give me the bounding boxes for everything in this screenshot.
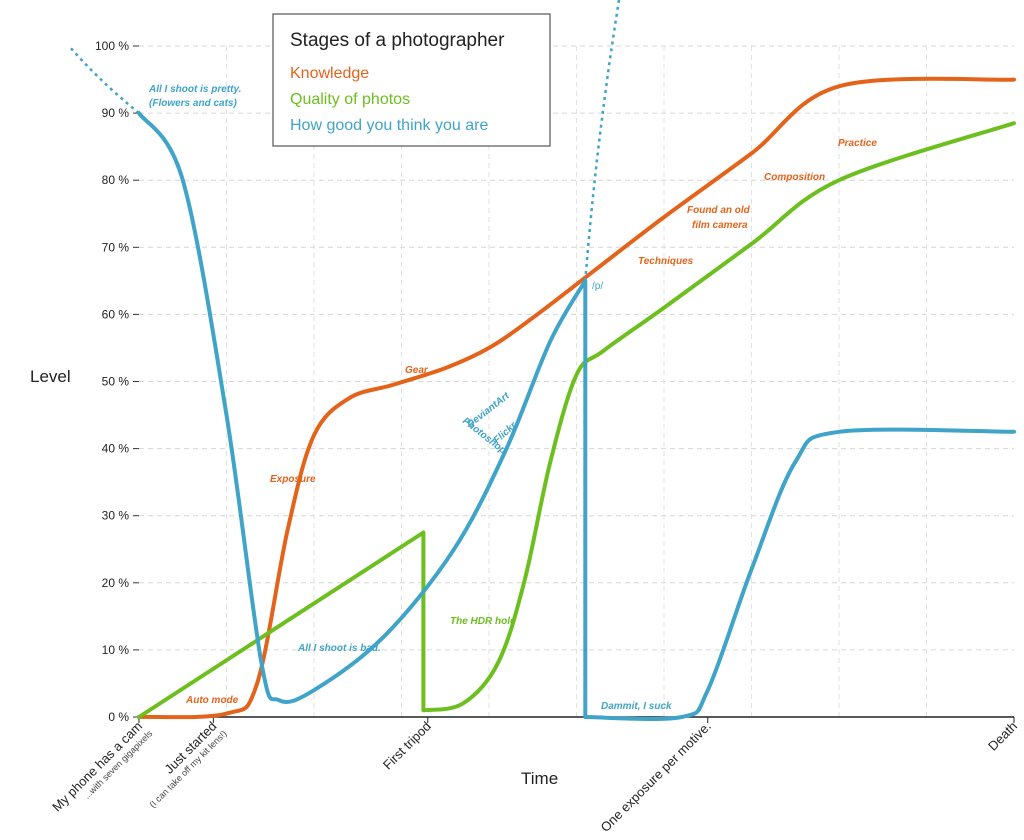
y-tick-label: 50 %: [102, 375, 130, 389]
series-quality: [137, 121, 1016, 719]
x-tick-label: Death: [985, 719, 1020, 754]
annotation-practice: Practice: [838, 138, 877, 149]
y-tick-label: 30 %: [102, 509, 130, 523]
y-tick-label: 90 %: [102, 106, 130, 120]
annotation-p: /p/: [592, 281, 603, 292]
series-lines: [68, 0, 1016, 721]
x-tick-label: One exposure per motive.: [597, 719, 713, 835]
annotation-flowers-cats: (Flowers and cats): [149, 98, 237, 109]
x-axis-title: Time: [521, 769, 558, 788]
x-tick-label: My phone has a cam: [49, 719, 145, 815]
x-tick-group: Death: [985, 719, 1020, 754]
y-tick-label: 0 %: [108, 710, 129, 724]
annotation-techniques: Techniques: [638, 256, 694, 267]
legend-quality: Quality of photos: [290, 91, 410, 108]
legend-knowledge: Knowledge: [290, 65, 369, 82]
y-tick-label: 80 %: [102, 173, 130, 187]
annotation-auto-mode: Auto mode: [185, 695, 239, 706]
series-self-assessment: [137, 111, 1016, 721]
x-tick-group: One exposure per motive.: [597, 719, 713, 835]
legend-self-assessment: How good you think you are: [290, 117, 488, 134]
annotation-dammit: Dammit, I suck: [601, 701, 672, 712]
y-tick-label: 100 %: [95, 39, 129, 53]
annotation-gear: Gear: [405, 365, 429, 376]
series-knowledge: [137, 76, 1016, 720]
y-tick-label: 20 %: [102, 576, 130, 590]
annotations: All I shoot is pretty. (Flowers and cats…: [148, 84, 877, 712]
legend-box: [272, 13, 551, 147]
x-tick-group: First tripod: [380, 719, 434, 773]
x-tick-group: My phone has a cam...with seven gigapixe…: [49, 719, 154, 815]
annotation-all-bad: All I shoot is bad.: [297, 643, 381, 654]
annotation-film-camera: film camera: [692, 220, 748, 231]
y-tick-label: 60 %: [102, 307, 130, 321]
legend: Stages of a photographer Knowledge Quali…: [272, 13, 551, 147]
chart-title: Stages of a photographer: [290, 30, 505, 51]
y-axis-title: Level: [30, 367, 71, 386]
annotation-composition: Composition: [764, 172, 825, 183]
annotation-pretty: All I shoot is pretty.: [148, 84, 241, 95]
y-tick-label: 10 %: [102, 643, 130, 657]
annotation-hdr-hole: The HDR hole: [450, 616, 516, 627]
y-tick-label: 40 %: [102, 442, 130, 456]
x-tick-label: First tripod: [380, 719, 434, 773]
y-tick-label: 70 %: [102, 240, 130, 254]
x-tick-group: Just started(I can take off my kit lens!…: [147, 719, 228, 810]
y-axis-ticks: 0 % 10 % 20 % 30 % 40 % 50 % 60 % 70 % 80 % 90 % 1…: [95, 39, 139, 724]
dotted-extension: [584, 0, 621, 281]
annotation-found-old: Found an old: [687, 205, 751, 216]
annotation-exposure: Exposure: [270, 474, 316, 485]
dotted-extension: [68, 45, 140, 115]
